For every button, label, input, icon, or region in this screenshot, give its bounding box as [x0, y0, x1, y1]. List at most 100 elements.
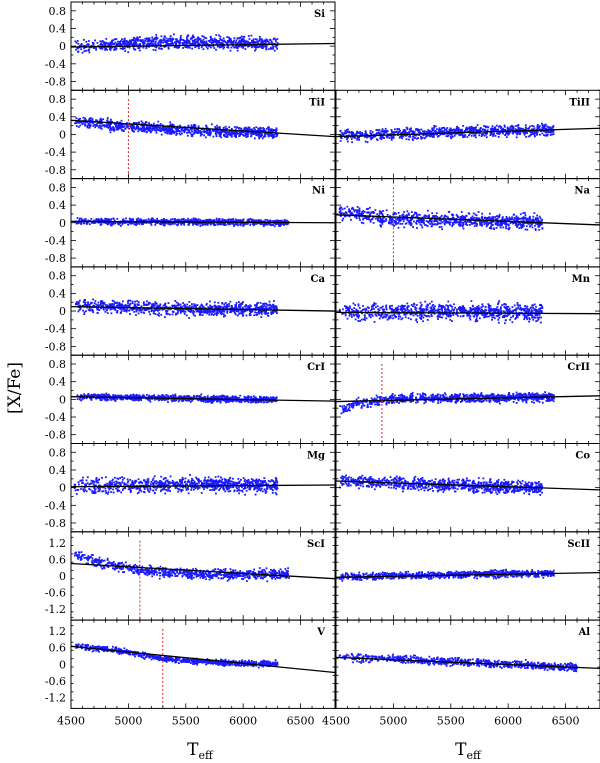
- data-point: [223, 131, 226, 134]
- data-point: [263, 401, 266, 404]
- data-point: [89, 125, 91, 128]
- data-point: [152, 43, 155, 46]
- data-point: [172, 124, 175, 127]
- data-point: [179, 303, 182, 306]
- data-point: [275, 135, 278, 138]
- data-point: [239, 224, 242, 227]
- data-point: [268, 133, 271, 136]
- data-point: [184, 305, 187, 307]
- data-point: [193, 480, 196, 483]
- data-point: [243, 222, 246, 224]
- data-point: [144, 123, 146, 125]
- data-point: [118, 301, 121, 304]
- data-point: [166, 398, 168, 401]
- data-point: [258, 45, 261, 47]
- data-point: [191, 399, 194, 402]
- data-point: [103, 397, 105, 400]
- data-point: [226, 41, 229, 44]
- data-point: [186, 303, 189, 306]
- data-point: [78, 398, 81, 401]
- data-point: [133, 126, 135, 128]
- data-point: [99, 224, 102, 226]
- data-point: [249, 224, 252, 226]
- data-point: [163, 46, 166, 48]
- data-point: [197, 42, 200, 45]
- data-point: [156, 123, 159, 126]
- data-point: [88, 223, 91, 226]
- data-point: [160, 313, 163, 316]
- y-tick-label: -0.4: [45, 411, 66, 424]
- data-point: [95, 123, 98, 125]
- data-point: [176, 40, 179, 43]
- data-point: [77, 118, 80, 121]
- data-point: [80, 45, 83, 48]
- data-point: [138, 309, 141, 312]
- data-point: [85, 310, 87, 312]
- data-point: [273, 222, 276, 225]
- data-point: [272, 303, 275, 306]
- data-point: [172, 43, 175, 46]
- data-point: [169, 220, 171, 222]
- data-point: [187, 42, 190, 44]
- data-point: [257, 301, 259, 304]
- data-point: [92, 395, 95, 398]
- data-point: [262, 130, 265, 133]
- y-tick-label: 0.4: [49, 199, 67, 212]
- data-point: [235, 46, 238, 49]
- data-point: [221, 397, 223, 399]
- data-point: [136, 303, 139, 306]
- data-point: [160, 133, 163, 136]
- data-point: [271, 306, 274, 309]
- data-point: [224, 222, 226, 225]
- data-point: [172, 126, 175, 129]
- data-point: [265, 132, 267, 135]
- data-point: [154, 49, 157, 52]
- data-point: [256, 219, 259, 222]
- data-point: [213, 41, 215, 43]
- data-point: [197, 128, 199, 131]
- data-point: [249, 42, 252, 44]
- data-point: [129, 43, 132, 45]
- data-point: [238, 399, 240, 402]
- data-point: [204, 36, 206, 39]
- data-point: [230, 134, 232, 137]
- data-point: [110, 303, 112, 306]
- data-point: [227, 45, 230, 47]
- fit-line: [71, 396, 335, 402]
- data-point: [225, 132, 228, 135]
- data-point: [216, 45, 219, 48]
- data-point: [266, 222, 268, 225]
- data-point: [131, 302, 134, 305]
- data-point: [102, 307, 105, 310]
- data-point: [200, 46, 203, 49]
- data-point: [242, 223, 245, 226]
- data-point: [187, 131, 190, 134]
- data-point: [235, 130, 238, 133]
- data-point: [267, 220, 270, 222]
- data-point: [169, 39, 171, 42]
- data-point: [242, 133, 244, 136]
- data-point: [230, 304, 233, 307]
- data-point: [234, 395, 237, 398]
- data-point: [179, 305, 182, 308]
- data-point: [113, 305, 115, 308]
- data-point: [189, 219, 192, 222]
- data-point: [118, 43, 121, 46]
- data-point: [111, 43, 114, 46]
- data-point: [164, 219, 166, 222]
- data-point: [213, 313, 216, 315]
- data-point: [239, 303, 242, 305]
- data-point: [136, 399, 139, 401]
- data-point: [265, 490, 268, 493]
- data-point: [219, 127, 221, 130]
- data-point: [268, 223, 271, 226]
- data-point: [100, 307, 103, 310]
- data-point: [82, 38, 85, 41]
- data-point: [135, 310, 138, 313]
- data-point: [179, 40, 181, 43]
- data-point: [86, 306, 89, 309]
- data-point: [217, 127, 219, 129]
- data-point: [203, 134, 205, 137]
- data-point: [202, 306, 204, 308]
- data-point: [167, 219, 169, 222]
